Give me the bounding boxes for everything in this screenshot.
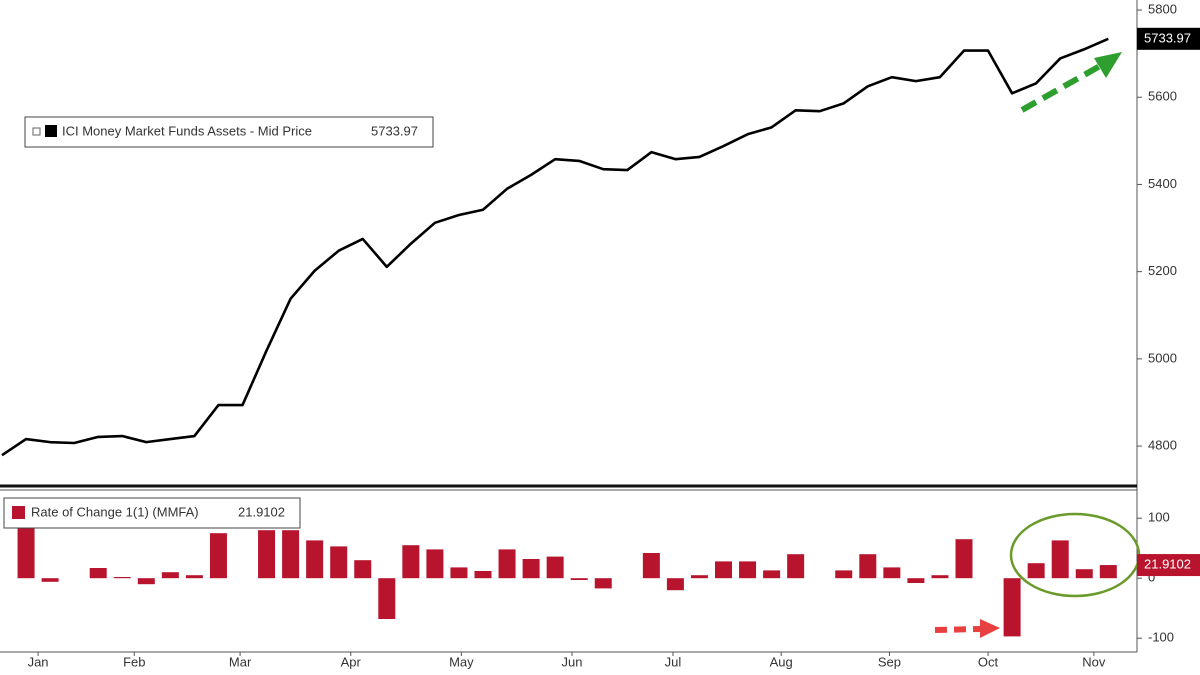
bar bbox=[378, 578, 396, 619]
y-tick-label: -100 bbox=[1148, 630, 1174, 645]
x-tick-label: Sep bbox=[878, 654, 901, 669]
bar bbox=[955, 539, 973, 579]
legend-swatch bbox=[45, 125, 57, 137]
legend-swatch bbox=[12, 506, 25, 519]
bar bbox=[306, 540, 324, 579]
y-tick-label: 0 bbox=[1148, 570, 1155, 585]
y-tick-label: 5200 bbox=[1148, 263, 1177, 278]
last-value-tag bbox=[1137, 554, 1200, 577]
bar bbox=[41, 578, 59, 582]
bar bbox=[354, 560, 372, 579]
bar bbox=[715, 561, 732, 579]
annotation-arrowhead bbox=[980, 619, 1000, 638]
bar bbox=[594, 578, 612, 589]
legend-icon bbox=[32, 127, 41, 136]
x-tick-label: Feb bbox=[123, 654, 145, 669]
y-tick-label: 100 bbox=[1148, 510, 1170, 525]
bar bbox=[89, 568, 107, 579]
bar bbox=[739, 561, 757, 579]
bar bbox=[835, 570, 853, 579]
bar bbox=[883, 567, 901, 579]
y-tick-label: 5600 bbox=[1148, 89, 1177, 104]
bar bbox=[1027, 563, 1045, 579]
bar bbox=[1099, 565, 1117, 579]
bar bbox=[137, 578, 155, 585]
bar bbox=[330, 546, 348, 579]
bar bbox=[1075, 569, 1093, 579]
bar bbox=[570, 578, 588, 580]
last-value-label: 5733.97 bbox=[1144, 30, 1191, 45]
last-value-label: 21.9102 bbox=[1144, 556, 1191, 571]
y-tick-label: 4800 bbox=[1148, 438, 1177, 453]
bar bbox=[209, 533, 227, 579]
bar bbox=[113, 577, 131, 579]
last-value-tag bbox=[1137, 27, 1200, 50]
annotation-arrow bbox=[1020, 63, 1102, 113]
x-tick-label: Apr bbox=[341, 654, 362, 669]
bar bbox=[1051, 540, 1069, 579]
legend-label: ICI Money Market Funds Assets - Mid Pric… bbox=[62, 123, 312, 138]
x-tick-label: Nov bbox=[1082, 654, 1106, 669]
y-tick-label: 5800 bbox=[1148, 1, 1177, 16]
bar bbox=[474, 571, 492, 579]
bar bbox=[642, 553, 660, 579]
bar bbox=[450, 567, 468, 579]
legend-label: Rate of Change 1(1) (MMFA) bbox=[31, 504, 199, 519]
bar bbox=[282, 530, 300, 579]
bar bbox=[666, 578, 684, 591]
legend-value: 21.9102 bbox=[238, 504, 285, 519]
y-tick-label: 5000 bbox=[1148, 350, 1177, 365]
tags: 5733.97 21.9102 bbox=[1137, 27, 1200, 577]
bar bbox=[859, 554, 877, 579]
x-tick-label: Mar bbox=[229, 654, 252, 669]
annotation-arrowhead bbox=[1094, 52, 1122, 78]
plot: 4800 5000 5200 5400 5600 5800 -100 0 100 Jan Feb Ma… bbox=[1, 1, 1177, 669]
bar bbox=[931, 575, 949, 579]
bar bbox=[498, 549, 516, 579]
bar bbox=[546, 556, 564, 579]
y-tick-label: 5400 bbox=[1148, 176, 1177, 191]
x-tick-label: Jan bbox=[28, 654, 49, 669]
line-series bbox=[1, 37, 1109, 457]
bar bbox=[907, 578, 925, 583]
bar bbox=[185, 575, 203, 579]
bar bbox=[426, 549, 444, 579]
bar bbox=[17, 528, 35, 579]
x-tick-label: Jul bbox=[665, 654, 682, 669]
bar bbox=[763, 570, 781, 579]
annotation-arrow bbox=[934, 626, 981, 633]
x-tick-label: Jun bbox=[562, 654, 583, 669]
x-tick-label: Aug bbox=[770, 654, 793, 669]
bar bbox=[258, 530, 276, 579]
legend-box bbox=[24, 116, 434, 148]
bar bbox=[690, 575, 708, 579]
legend-value: 5733.97 bbox=[371, 123, 418, 138]
bar bbox=[787, 554, 805, 579]
x-tick-label: May bbox=[449, 654, 474, 669]
bar bbox=[402, 545, 420, 579]
legend-box bbox=[3, 497, 301, 529]
x-tick-label: Oct bbox=[978, 654, 999, 669]
bar bbox=[1003, 578, 1021, 637]
bar bbox=[522, 559, 540, 579]
bar bbox=[161, 572, 179, 579]
